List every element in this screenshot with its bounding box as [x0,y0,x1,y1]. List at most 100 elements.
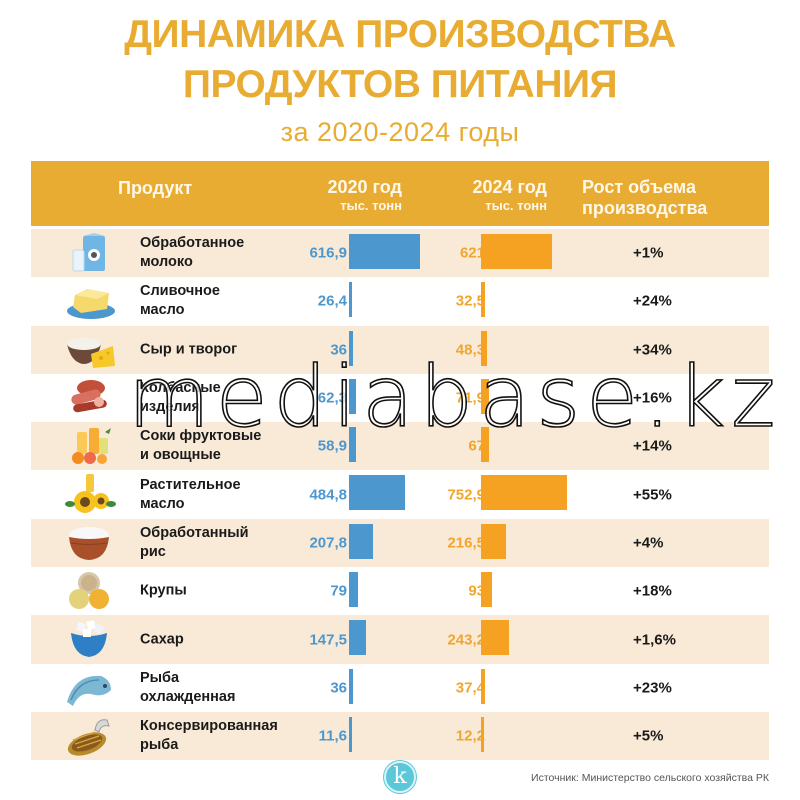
cheese-cottage-cheese-icon [61,330,117,370]
product-name: Рыба охлажденная [140,669,300,707]
value-2024: 216,5 [447,534,485,552]
value-2020: 36 [330,341,347,359]
bar-2020 [349,282,353,318]
value-2020: 11,6 [318,727,347,745]
growth-value: +24% [633,292,672,310]
source-note: Источник: Министерство сельского хозяйст… [531,772,769,784]
table-row: Обработанный рис 207,8 216,5 +4% [31,518,769,568]
bar-2024 [481,716,484,752]
product-name-line1: Соки фруктовые [140,428,262,445]
bar-2024 [481,523,506,559]
bar-2020 [349,427,356,463]
butter-icon [61,281,117,321]
table-row: Колбасные изделия 62,3 71,9 +16% [31,373,769,423]
bar-2020 [349,475,405,511]
sugar-bowl-icon [61,619,117,659]
growth-value: +16% [633,389,672,407]
product-name-line1: Консервированная [140,718,278,735]
column-header-2024-year: 2024 год [472,177,548,197]
value-2024: 621 [459,244,485,262]
product-name: Сливочное масло [140,282,300,320]
bar-2020 [349,523,373,559]
product-name: Растительное масло [140,476,300,514]
value-2020: 62,3 [317,389,347,407]
column-header-2024: 2024 год тыс. тонн [473,177,548,214]
table-row: Консервированная рыба 11,6 12,2 +5% [31,711,769,761]
bar-2020 [349,234,420,269]
product-name-line1: Обработанный [140,524,249,541]
value-2024: 37,4 [455,679,485,697]
value-2024: 71,9 [455,389,485,407]
table-row: Сахар 147,5 243,2 +1,6% [31,615,769,664]
growth-value: +14% [633,437,672,455]
product-name-line1: Крупы [140,582,187,599]
product-name: Обработанное молоко [140,234,300,272]
value-2024: 752,9 [447,486,485,504]
value-2024: 93 [468,582,485,600]
value-2024: 12,2 [455,727,485,745]
value-2020: 79 [330,582,347,600]
product-name-line2: охлажденная [140,688,236,705]
title-line-1: ДИНАМИКА ПРОИЗВОДСТВА [124,13,676,56]
product-name-line2: рис [140,543,166,560]
canned-fish-icon [61,716,117,756]
product-name-line1: Растительное [140,476,241,493]
column-header-growth: Рост объема производства [582,177,707,219]
column-header-2020-unit: тыс. тонн [340,198,402,213]
bar-2024 [481,378,490,414]
growth-value: +18% [633,582,672,600]
milk-carton-icon [61,233,117,273]
value-2020: 58,9 [317,437,347,455]
column-header-product: Продукт [118,178,193,198]
product-name: Сыр и творог [140,340,300,359]
bar-2024 [481,620,509,656]
column-header-2024-unit: тыс. тонн [485,198,547,213]
product-name-line1: Сыр и творог [140,341,238,358]
product-name-line2: молоко [140,254,193,271]
bar-2024 [481,572,492,608]
table-row: Крупы 79 93 +18% [31,567,769,616]
table-row: Сливочное масло 26,4 32,5 +24% [31,277,769,326]
column-header-2020: 2020 год тыс. тонн [328,177,403,214]
product-name-line1: Рыба [140,669,180,686]
juice-icon [61,426,117,466]
cereals-icon [61,571,117,611]
bar-2020 [349,378,357,414]
sausage-icon [61,378,117,418]
value-2020: 484,8 [309,486,347,504]
sunflower-oil-icon [61,474,117,514]
growth-value: +1% [633,244,664,262]
product-name-line2: рыба [140,737,179,754]
product-name: Сахар [140,630,300,649]
bar-2020 [349,330,354,366]
bar-2020 [349,668,354,704]
product-name: Консервированная рыба [140,717,300,755]
product-name-line1: Обработанное [140,235,245,252]
value-2024: 67 [468,437,485,455]
table-row: Растительное масло 484,8 752,9 +55% [31,470,769,519]
product-name: Крупы [140,582,300,601]
product-name-line2: и овощные [140,447,221,464]
title-line-2: ПРОДУКТОВ ПИТАНИЯ [182,63,618,106]
rice-bowl-icon [61,523,117,563]
table-row: Сыр и творог 36 48,3 +34% [31,325,769,374]
column-header-2020-year: 2020 год [327,177,403,197]
growth-value: +5% [633,727,664,745]
kapital-logo-icon: k [384,761,416,793]
product-name: Колбасные изделия [140,379,300,417]
value-2024: 32,5 [455,292,485,310]
product-name-line2: масло [140,495,185,512]
growth-value: +55% [633,486,672,504]
table-body: Обработанное молоко 616,9 621 +1% Сливочное ма… [31,229,769,761]
bar-2024 [481,282,485,318]
bar-2024 [481,234,553,269]
growth-value: +23% [633,679,672,697]
table-row: Рыба охлажденная 36 37,4 +23% [31,663,769,712]
value-2020: 26,4 [317,292,347,310]
value-2020: 147,5 [309,631,347,649]
bar-2020 [349,716,352,752]
product-name: Обработанный рис [140,524,300,562]
bar-2024 [481,330,487,366]
value-2020: 36 [330,679,347,697]
bar-2024 [481,427,489,463]
